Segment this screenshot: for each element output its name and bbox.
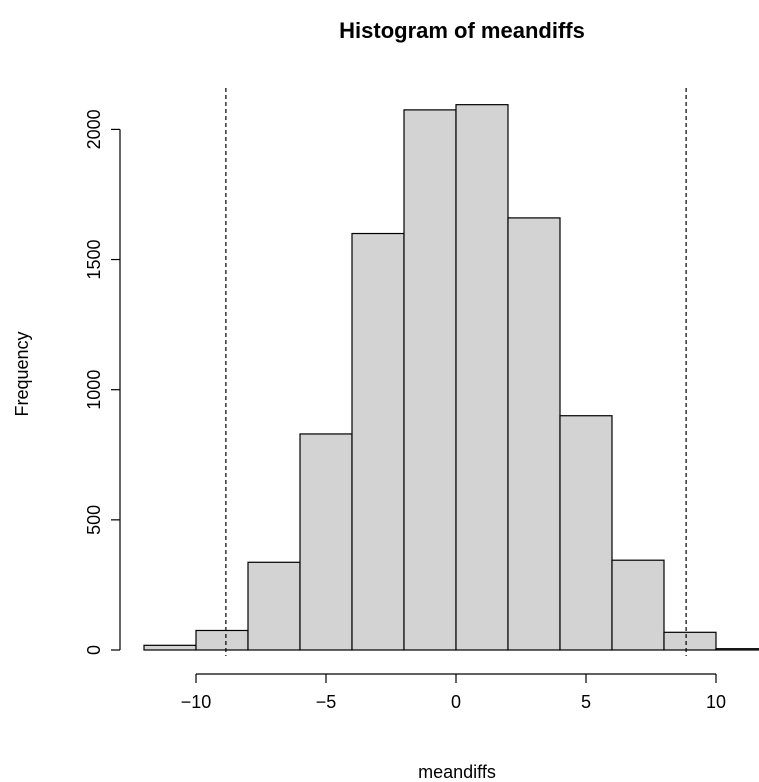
x-axis: −10 −5 0 5 10 — [181, 673, 726, 712]
reference-lines-group — [225, 88, 687, 656]
y-tick-label: 500 — [84, 505, 104, 535]
y-tick-label: 2000 — [84, 109, 104, 149]
bars-group — [143, 104, 759, 651]
x-axis-label: meandiffs — [418, 762, 496, 782]
x-tick-label: −10 — [181, 692, 212, 712]
histogram-bar — [611, 559, 665, 651]
y-axis-label: Frequency — [12, 331, 32, 416]
histogram-bar — [247, 561, 301, 651]
x-tick-label: 10 — [706, 692, 726, 712]
x-tick-label: 0 — [451, 692, 461, 712]
x-tick-label: −5 — [316, 692, 337, 712]
y-axis: 0 500 1000 1500 2000 — [84, 109, 121, 655]
y-tick-label: 0 — [84, 645, 104, 655]
histogram-bar — [663, 631, 717, 651]
histogram-bar — [403, 109, 457, 651]
histogram-bar — [351, 232, 405, 651]
x-tick-label: 5 — [581, 692, 591, 712]
chart-title: Histogram of meandiffs — [339, 18, 585, 43]
histogram-bar — [715, 648, 759, 651]
histogram-bar — [195, 629, 249, 651]
histogram-bar — [455, 104, 509, 651]
histogram-bar — [299, 433, 353, 651]
histogram-bar — [143, 644, 197, 651]
y-tick-label: 1000 — [84, 370, 104, 410]
histogram-bar — [559, 415, 613, 651]
histogram-bar — [507, 217, 561, 651]
y-tick-label: 1500 — [84, 240, 104, 280]
